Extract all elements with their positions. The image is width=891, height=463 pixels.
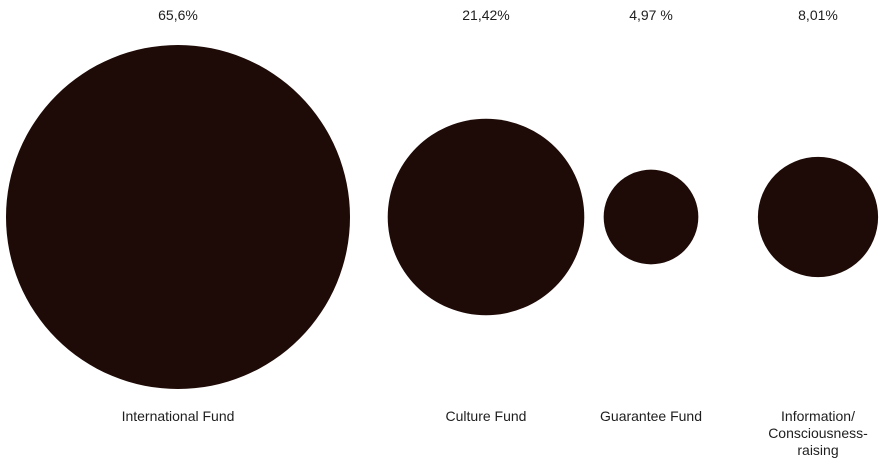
bubbles (6, 45, 879, 389)
category-label-line: International Fund (122, 408, 235, 424)
value-label-guarantee-fund: 4,97 % (629, 7, 673, 23)
category-label-line: Guarantee Fund (600, 408, 702, 424)
category-label-line: raising (797, 442, 838, 458)
percentage-labels: 65,6% 21,42% 4,97 % 8,01% (158, 7, 838, 23)
category-label-information-consciousness-raising: Information/Consciousness-raising (768, 408, 868, 458)
category-label-culture-fund: Culture Fund (446, 408, 527, 424)
category-label-international-fund: International Fund (122, 408, 235, 424)
value-label-international-fund: 65,6% (158, 7, 198, 23)
bubble-guarantee-fund (603, 169, 699, 265)
category-label-line: Information/ (781, 408, 855, 424)
category-label-line: Consciousness- (768, 425, 868, 441)
category-label-guarantee-fund: Guarantee Fund (600, 408, 702, 424)
bubble-culture-fund (387, 118, 585, 316)
category-label-line: Culture Fund (446, 408, 527, 424)
value-label-culture-fund: 21,42% (462, 7, 509, 23)
bubble-information-consciousness-raising (757, 156, 879, 278)
value-label-information-consciousness-raising: 8,01% (798, 7, 838, 23)
bubble-international-fund (6, 45, 350, 389)
category-labels: International Fund Culture Fund Guarantee … (122, 408, 869, 458)
